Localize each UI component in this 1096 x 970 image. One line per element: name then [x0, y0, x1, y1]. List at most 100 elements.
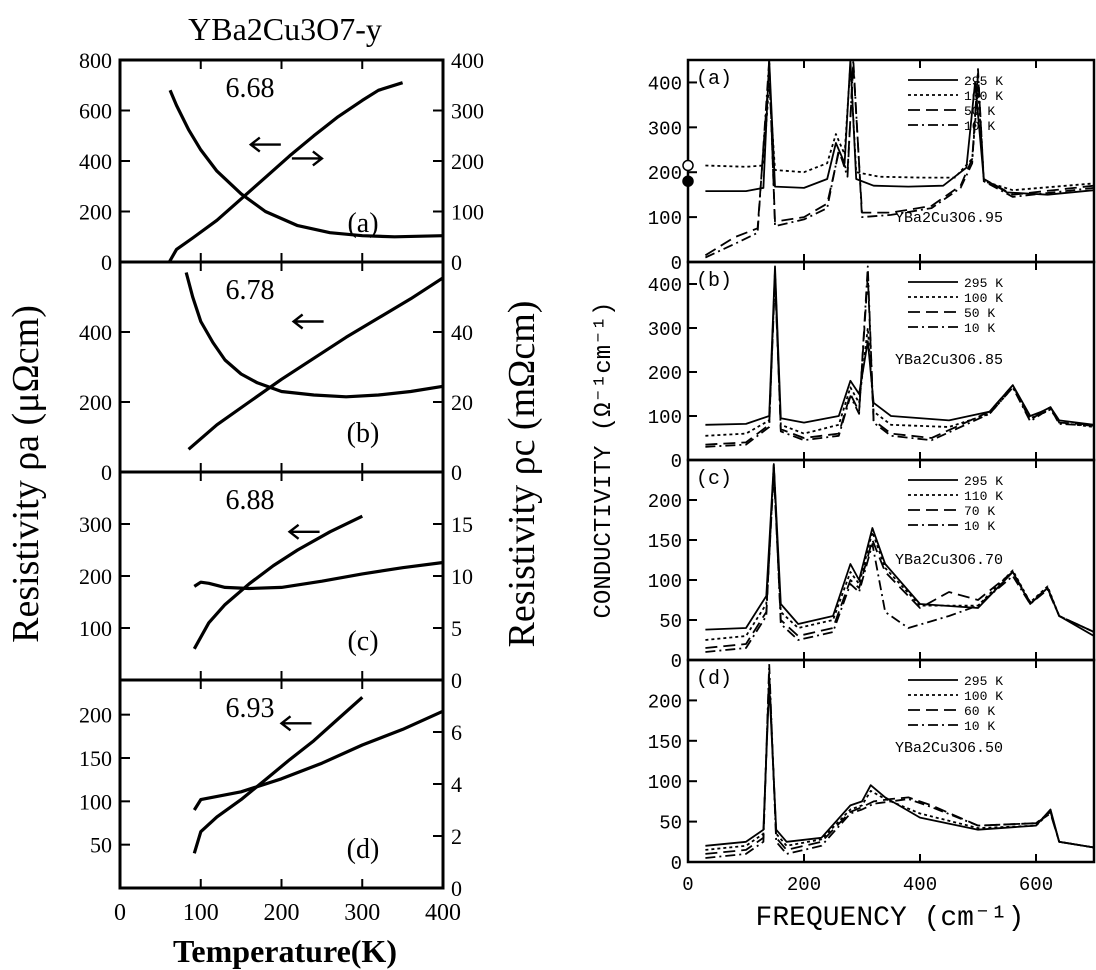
x-tick-label: 400 — [425, 900, 461, 926]
legend-entry: 50 K — [964, 306, 995, 321]
y-tick-label-right: 4 — [451, 772, 462, 797]
y-tick-label-left: 100 — [79, 616, 112, 641]
y-tick-label-left: 0 — [101, 460, 112, 485]
resistivity-curve-right — [192, 709, 444, 811]
arrow-left-axis — [291, 313, 324, 330]
panel-frame — [686, 658, 1096, 864]
legend-entry: 100 K — [964, 291, 1003, 306]
conductivity-curve-3 — [705, 274, 1095, 446]
arrow-left-axis — [248, 136, 281, 153]
y-axis-label: CONDUCTIVITY (Ω⁻¹cm⁻¹) — [591, 302, 618, 619]
y-tick-label: 400 — [648, 275, 682, 297]
chart-title: YBa2Cu3O7-y — [188, 11, 382, 47]
x-tick-label: 300 — [344, 900, 380, 926]
y-tick-label-right: 0 — [451, 668, 462, 693]
y-axis-label-left: Resistivity ρa (μΩcm) — [5, 305, 47, 643]
legend-entry: 295 K — [964, 74, 1003, 89]
oxygen-content-label: 6.93 — [226, 693, 275, 724]
panel-label: (d) — [696, 668, 732, 691]
compound-label: YBa2Cu3O6.50 — [895, 740, 1003, 757]
y-tick-label-left: 200 — [79, 703, 112, 728]
x-tick-label: 0 — [114, 900, 126, 926]
y-tick-label: 50 — [659, 813, 682, 835]
y-tick-label-right: 0 — [451, 876, 462, 901]
resistivity-curve-left — [167, 81, 404, 263]
y-tick-label-left: 200 — [79, 564, 112, 589]
y-tick-label: 150 — [648, 531, 682, 553]
y-tick-label: 0 — [671, 451, 682, 473]
y-tick-label: 300 — [648, 118, 682, 140]
legend-entry: 295 K — [964, 674, 1003, 689]
y-tick-label-right: 400 — [451, 48, 484, 73]
y-tick-label-right: 5 — [451, 616, 462, 641]
y-tick-label-right: 15 — [451, 512, 473, 537]
resistivity-curve-left — [192, 696, 364, 854]
oxygen-content-label: 6.88 — [226, 485, 275, 516]
legend-entry: 50 K — [964, 104, 995, 119]
x-tick-label: 200 — [787, 874, 821, 896]
conductivity-curve-4 — [705, 663, 1095, 859]
y-tick-label: 0 — [671, 253, 682, 275]
arrow-left-axis — [287, 523, 320, 540]
legend-entry: 295 K — [964, 474, 1003, 489]
y-tick-label-left: 200 — [79, 390, 112, 415]
x-tick-label: 0 — [682, 874, 693, 896]
y-tick-label: 200 — [648, 491, 682, 513]
conductivity-curve-1 — [705, 265, 1095, 426]
legend-entry: 70 K — [964, 504, 995, 519]
resistivity-panel-0 — [118, 58, 445, 264]
conductivity-panel-2 — [686, 458, 1096, 662]
conductivity-curve-4 — [705, 265, 1095, 448]
conductivity-curve-1 — [705, 463, 1095, 637]
panel-label: (a) — [696, 68, 732, 91]
y-tick-label: 0 — [671, 651, 682, 673]
compound-label: YBa2Cu3O6.95 — [895, 210, 1003, 227]
y-tick-label-right: 0 — [451, 250, 462, 275]
panel-frame — [118, 470, 445, 682]
legend-entry: 110 K — [964, 489, 1003, 504]
data-point-filled — [682, 175, 694, 187]
panel-frame — [118, 260, 445, 474]
conductivity-panel-0 — [682, 58, 1096, 264]
panel-label: (a) — [347, 208, 378, 239]
conductivity-curve-3 — [705, 671, 1095, 855]
x-axis-label: Temperature(K) — [173, 933, 397, 969]
x-axis-label: FREQUENCY (cm⁻¹) — [756, 903, 1025, 934]
y-tick-label: 300 — [648, 319, 682, 341]
y-tick-label-right: 20 — [451, 390, 473, 415]
compound-label: YBa2Cu3O6.85 — [895, 352, 1003, 369]
y-tick-label-right: 10 — [451, 564, 473, 589]
arrow-left-axis — [279, 715, 312, 732]
resistivity-curve-left — [187, 276, 444, 451]
resistivity-panel-2 — [118, 470, 445, 682]
conductivity-curve-1 — [705, 59, 1095, 196]
data-point-open — [682, 159, 694, 172]
panel-frame — [686, 58, 1096, 264]
y-tick-label-right: 40 — [451, 320, 473, 345]
resistivity-panel-3 — [118, 678, 445, 890]
y-tick-label-left: 50 — [90, 833, 112, 858]
panel-frame — [118, 678, 445, 890]
legend-entry: 100 K — [964, 89, 1003, 104]
y-tick-label-left: 200 — [79, 200, 112, 225]
y-tick-label: 200 — [648, 163, 682, 185]
y-tick-label: 150 — [648, 732, 682, 754]
legend-entry: 60 K — [964, 704, 995, 719]
legend-entry: 295 K — [964, 276, 1003, 291]
y-tick-label: 200 — [648, 691, 682, 713]
y-tick-label-left: 400 — [79, 149, 112, 174]
panel-frame — [686, 458, 1096, 662]
arrow-right-axis — [291, 150, 324, 167]
conductivity-panel-1 — [686, 260, 1096, 462]
panel-label: (b) — [347, 418, 380, 449]
panel-label: (b) — [696, 270, 732, 293]
y-tick-label-right: 2 — [451, 824, 462, 849]
y-tick-label-left: 800 — [79, 48, 112, 73]
x-tick-label: 600 — [1019, 874, 1053, 896]
y-tick-label-left: 300 — [79, 512, 112, 537]
panel-frame — [686, 260, 1096, 462]
y-tick-label: 0 — [671, 853, 682, 875]
y-tick-label-left: 600 — [79, 99, 112, 124]
legend-entry: 10 K — [964, 321, 995, 336]
